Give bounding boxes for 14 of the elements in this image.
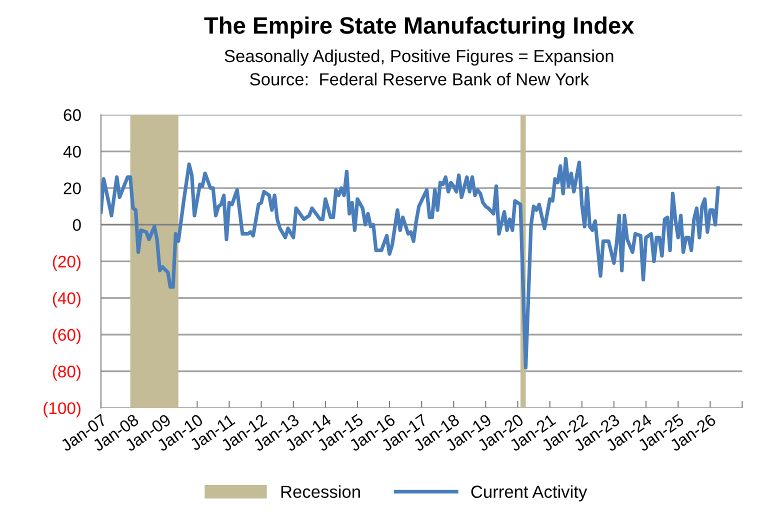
legend-label: Recession bbox=[281, 485, 360, 498]
y-tick-label: 20 bbox=[64, 182, 81, 194]
legend-label: Current Activity bbox=[471, 485, 588, 502]
y-tick-label: (20) bbox=[52, 255, 80, 271]
line-series bbox=[100, 156, 720, 370]
y-tick-label: (80) bbox=[52, 365, 80, 381]
chart-subtitle: Seasonally Adjusted, Positive Figures = Expansion bbox=[224, 49, 614, 66]
y-tick-label: 60 bbox=[64, 109, 81, 121]
y-tick-label: 40 bbox=[63, 146, 81, 158]
chart-title: The Empire State Manufacturing Index bbox=[204, 16, 634, 39]
y-tick-label: (60) bbox=[52, 328, 80, 344]
source-note: Source: Federal Reserve Bank of New York bbox=[250, 72, 589, 86]
y-tick-label: 0 bbox=[72, 219, 81, 231]
y-tick-label: (40) bbox=[52, 292, 80, 308]
